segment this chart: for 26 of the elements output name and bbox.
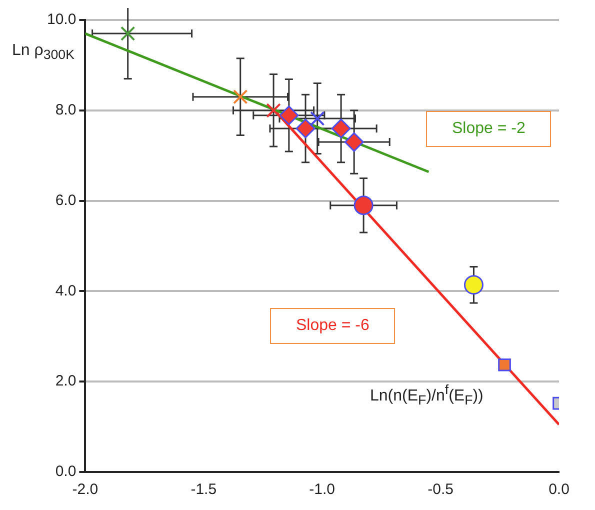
point	[279, 106, 299, 126]
annotation: Slope = -2	[452, 120, 526, 137]
x-axis-title: Ln(n(E$_{F}$)/n$^{f}$(E$_{F}$))	[370, 382, 484, 408]
point	[120, 26, 136, 41]
y-tick-label: 8.0	[55, 102, 76, 119]
point	[344, 132, 364, 152]
point	[354, 196, 374, 216]
x-tick-label: -0.5	[428, 481, 454, 498]
y-axis-title: Ln ρ$_{300K}$	[12, 42, 74, 62]
point	[266, 103, 281, 118]
x-tick-label: -1.0	[309, 481, 336, 498]
y-tick-label: 0.0	[55, 463, 76, 480]
point	[233, 89, 248, 104]
y-tick-label: 6.0	[55, 192, 76, 209]
point	[296, 118, 316, 138]
y-tick-label: 2.0	[55, 372, 76, 390]
y-tick-label: 4.0	[55, 282, 76, 300]
annotation: Slope = -6	[296, 317, 370, 334]
point	[310, 111, 325, 126]
point	[498, 358, 511, 372]
x-tick-label: -2.0	[72, 481, 98, 498]
x-tick-label: 0.0	[548, 481, 570, 498]
point	[464, 275, 484, 295]
y-tick-label: 10.0	[46, 11, 76, 28]
x-tick-label: -1.5	[190, 481, 217, 498]
point	[331, 118, 351, 138]
